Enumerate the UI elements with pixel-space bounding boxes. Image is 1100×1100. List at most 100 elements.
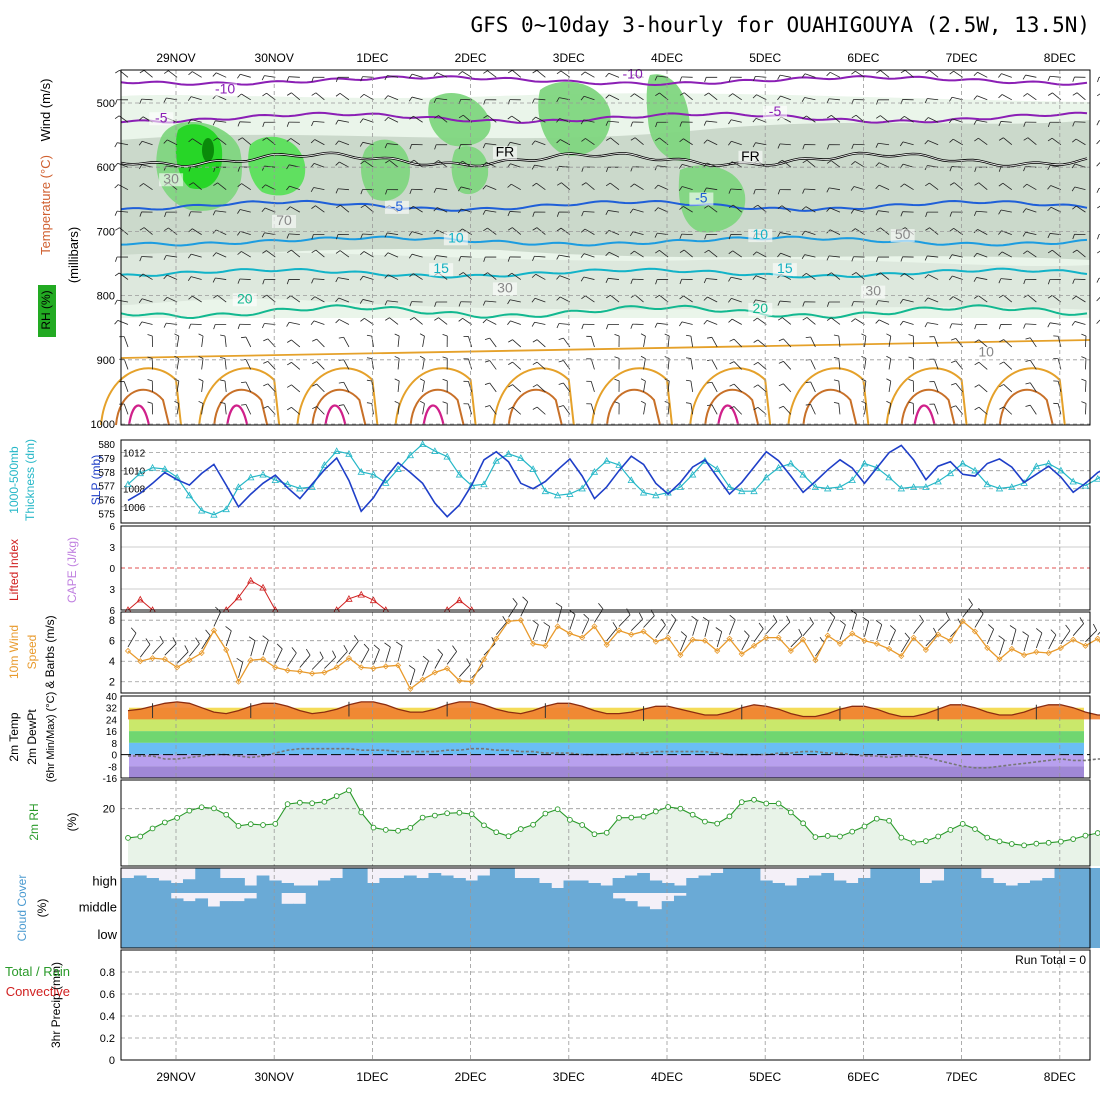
upper-wind-barb [118,184,129,191]
wind-speed-point [530,640,537,647]
upper-wind-barb [411,231,423,235]
cloud-bar-high [980,878,994,893]
upper-wind-barb [1003,406,1013,415]
wind-barb-flag [442,378,448,382]
wind-speed-point [824,632,831,639]
contour-label: -10 [623,66,643,82]
wind-barb-flag [286,138,292,142]
rh-point [542,810,549,817]
upper-wind-barb [978,384,988,393]
thickness-point [1057,466,1065,474]
cloud-bar-low [207,920,221,948]
wind-barb-flag [163,274,168,280]
wind-barb-flag [974,167,977,172]
upper-wind-barb [657,207,669,213]
upper-wind-barb [463,272,472,280]
upper-wind-barb [241,183,251,191]
upper-wind-barb [315,249,325,258]
surface-wind-barb [299,654,311,668]
wind-barb-flag [338,404,344,406]
upper-wind-barb [927,255,939,258]
upper-wind-barb [953,138,963,146]
upper-wind-barb [643,403,646,415]
wind-barb-flag [679,295,684,300]
lifted-index-point [357,590,365,598]
wind-barb-flag [605,182,611,187]
wind-speed-point [1045,649,1052,657]
wind-barb-flag [373,644,380,650]
wind-barb-flag [507,69,513,74]
upper-wind-barb [364,318,374,325]
cloud-bar-low [1029,920,1043,948]
cloud-bar-low [428,920,442,948]
wind-barb-flag [188,228,193,233]
cloud-bar-high [968,868,982,893]
upper-wind-barb [757,384,767,393]
upper-wind-barb [215,210,227,213]
wind-barb-flag [409,301,412,307]
wind-barb-flag [558,405,564,408]
cloud-bar-high [293,885,307,893]
wind-barb-flag [655,137,660,142]
upper-wind-barb [489,337,497,348]
upper-wind-barb [806,273,816,280]
cloud-bar-high [661,883,675,893]
upper-wind-barb [190,276,202,280]
upper-wind-barb [422,380,425,392]
wind-barb-flag [876,115,881,119]
wind-barb-flag [876,99,879,105]
upper-wind-barb [711,359,718,370]
wind-barb-flag [904,632,910,639]
rh-point [211,805,217,812]
upper-wind-barb [1076,205,1086,213]
upper-wind-barb [487,70,497,78]
wind-barb-flag [801,73,806,78]
wind-barb-flag [752,94,757,99]
wind-barb-flag [139,273,144,278]
upper-wind-barb [512,384,522,393]
cloud-bar-middle [919,893,933,920]
wind-barb-flag [433,229,438,235]
warm-contour-30 [311,388,367,426]
wind-barb-flag [409,273,414,278]
upper-wind-barb [904,183,914,191]
warm-contour-35 [226,404,249,426]
wind-barb-flag [287,406,292,411]
wind-barb-flag [1023,93,1028,97]
wind-barb-flag [886,400,891,404]
upper-wind-barb [706,187,718,191]
upper-wind-barb [240,73,251,78]
thickness-point [431,447,439,454]
upper-wind-barb [978,361,988,370]
wind-barb-flag [630,279,633,284]
bottom-date-label: 4DEC [651,1070,683,1084]
wind-barb-flag [900,183,905,188]
wind-barb-flag [187,276,192,281]
cloud-bar-middle [784,893,798,920]
upper-wind-barb [389,160,399,168]
upper-wind-barb [316,361,325,370]
upper-wind-barb [690,358,694,370]
surface-wind-barb [839,624,846,640]
upper-wind-barb [362,76,374,78]
wind-speed-point [345,655,353,662]
rh-point [702,818,708,825]
upper-wind-barb [290,206,301,213]
wind-speed-point [922,646,929,654]
wind-barb-flag [908,356,914,359]
wind-speed-point [186,657,193,664]
cloud-bar-low [305,920,319,948]
wind-speed-point [849,630,856,637]
wind-barb-flag [728,204,734,209]
upper-wind-barb [781,205,792,213]
y-axis-label: Cloud Cover [15,875,29,942]
wind-barb-flag [466,658,471,666]
rh-point [898,834,905,841]
cloud-bar-low [686,920,700,948]
cloud-bar-low [809,920,822,948]
wind-barb-flag [263,338,269,342]
wind-tick-label: 2 [109,677,115,689]
upper-wind-barb [853,143,865,146]
wind-barb-flag [704,92,709,96]
wind-barb-flag [1096,319,1100,324]
